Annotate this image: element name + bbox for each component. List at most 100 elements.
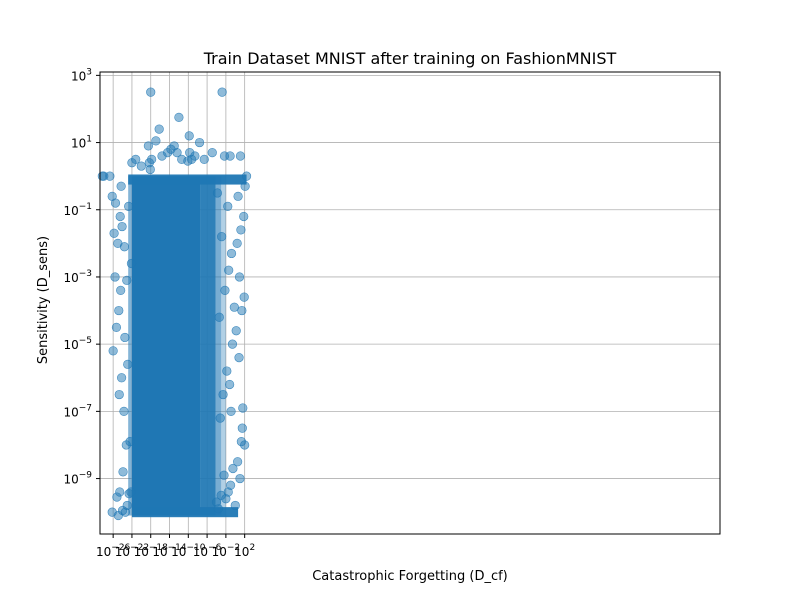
- scatter-point: [236, 437, 246, 447]
- scatter-point: [110, 198, 121, 208]
- scatter-point: [172, 148, 182, 158]
- scatter-point: [109, 228, 119, 238]
- y-tick-label: 10−1: [63, 202, 92, 218]
- scatter-point: [225, 379, 235, 390]
- scatter-point: [117, 373, 127, 383]
- scatter-point: [230, 500, 240, 511]
- scatter-dense-region: [131, 507, 239, 518]
- scatter-point: [115, 211, 125, 222]
- scatter-point: [237, 305, 247, 316]
- scatter-dense-region: [128, 174, 247, 185]
- x-tick-label: 10−6: [193, 543, 222, 559]
- scatter-point: [119, 406, 129, 416]
- scatter-point: [224, 265, 234, 275]
- scatter-point: [151, 136, 161, 146]
- scatter-point: [231, 326, 241, 336]
- scatter-point: [115, 487, 125, 497]
- x-tick-label: 10−2: [212, 543, 241, 559]
- scatter-point: [214, 312, 224, 322]
- scatter-point: [234, 353, 244, 363]
- x-tick-label: 10−26: [96, 543, 131, 559]
- scatter-point: [226, 248, 237, 259]
- chart-title: Train Dataset MNIST after training on Fa…: [203, 49, 617, 68]
- scatter-point: [233, 457, 243, 467]
- scatter-dense-region: [131, 176, 201, 516]
- scatter-point: [116, 285, 126, 296]
- y-tick-label: 10−3: [63, 269, 92, 285]
- scatter-point: [225, 151, 235, 161]
- scatter-point: [118, 467, 128, 477]
- scatter-point: [217, 87, 227, 97]
- scatter-point: [122, 500, 132, 511]
- scatter-point: [219, 470, 229, 480]
- scatter-point: [234, 272, 245, 282]
- scatter-point: [126, 258, 137, 269]
- scatter-point: [120, 332, 130, 343]
- scatter-point: [227, 339, 238, 349]
- scatter-point: [194, 137, 205, 148]
- scatter-point: [113, 238, 123, 248]
- scatter-point: [108, 346, 118, 356]
- scatter-point: [240, 181, 250, 191]
- scatter-point: [217, 232, 227, 242]
- axes-frame: [99, 71, 721, 535]
- y-tick-label: 101: [71, 135, 92, 151]
- scatter-point: [143, 141, 153, 151]
- scatter-dense-region: [128, 176, 132, 516]
- scatter-point: [122, 275, 132, 285]
- scatter-point: [212, 188, 223, 198]
- x-tick-label: 10−18: [134, 543, 169, 559]
- scatter-point: [105, 171, 115, 181]
- scatter-point: [199, 154, 209, 164]
- scatter-point: [239, 292, 249, 302]
- y-tick-label: 10−5: [63, 336, 92, 352]
- scatter-point: [114, 305, 124, 316]
- scatter-point: [238, 403, 248, 413]
- y-tick-label: 103: [71, 67, 92, 83]
- scatter-point: [222, 366, 232, 376]
- scatter-point: [123, 359, 133, 369]
- scatter-point: [125, 437, 135, 447]
- scatter-point: [183, 156, 193, 166]
- scatter-point: [218, 389, 228, 400]
- scatter-point: [126, 487, 136, 497]
- scatter-point: [110, 272, 120, 282]
- y-tick-label: 10−7: [63, 403, 92, 419]
- scatter-point: [136, 161, 146, 171]
- y-tick-label: 10−9: [63, 471, 92, 487]
- scatter-point: [233, 191, 243, 201]
- scatter-point: [116, 181, 126, 191]
- x-tick-label: 10−10: [171, 543, 206, 559]
- scatter-point: [241, 171, 252, 181]
- scatter-point: [236, 225, 246, 235]
- scatter-point: [154, 124, 164, 134]
- scatter-point: [220, 285, 230, 296]
- scatter-dense-region: [215, 176, 222, 516]
- scatter-point: [237, 423, 247, 433]
- scatter-point: [114, 389, 124, 400]
- scatter-point: [174, 112, 184, 122]
- scatter-point: [117, 221, 127, 232]
- scatter-point: [147, 154, 157, 164]
- scatter-point: [228, 463, 238, 474]
- scatter-dense-region: [221, 176, 226, 516]
- x-tick-label: 10−22: [115, 543, 149, 559]
- scatter-point: [124, 201, 134, 211]
- scatter-point: [235, 473, 245, 484]
- scatter-dense-region: [200, 176, 216, 516]
- scatter-point: [215, 413, 225, 423]
- y-axis-label: Sensitivity (D_sens): [36, 236, 51, 364]
- x-tick-label: 10−14: [152, 543, 187, 559]
- x-tick-label: 102: [234, 543, 255, 559]
- scatter-point: [145, 164, 155, 175]
- scatter-point: [111, 322, 122, 332]
- scatter-point: [229, 302, 239, 312]
- scatter-point: [184, 131, 194, 141]
- x-axis-label: Catastrophic Forgetting (D_cf): [312, 569, 508, 584]
- scatter-point: [225, 480, 236, 490]
- scatter-point: [226, 406, 236, 416]
- scatter-point: [146, 87, 156, 97]
- scatter-point: [223, 201, 233, 211]
- scatter-point: [131, 154, 141, 164]
